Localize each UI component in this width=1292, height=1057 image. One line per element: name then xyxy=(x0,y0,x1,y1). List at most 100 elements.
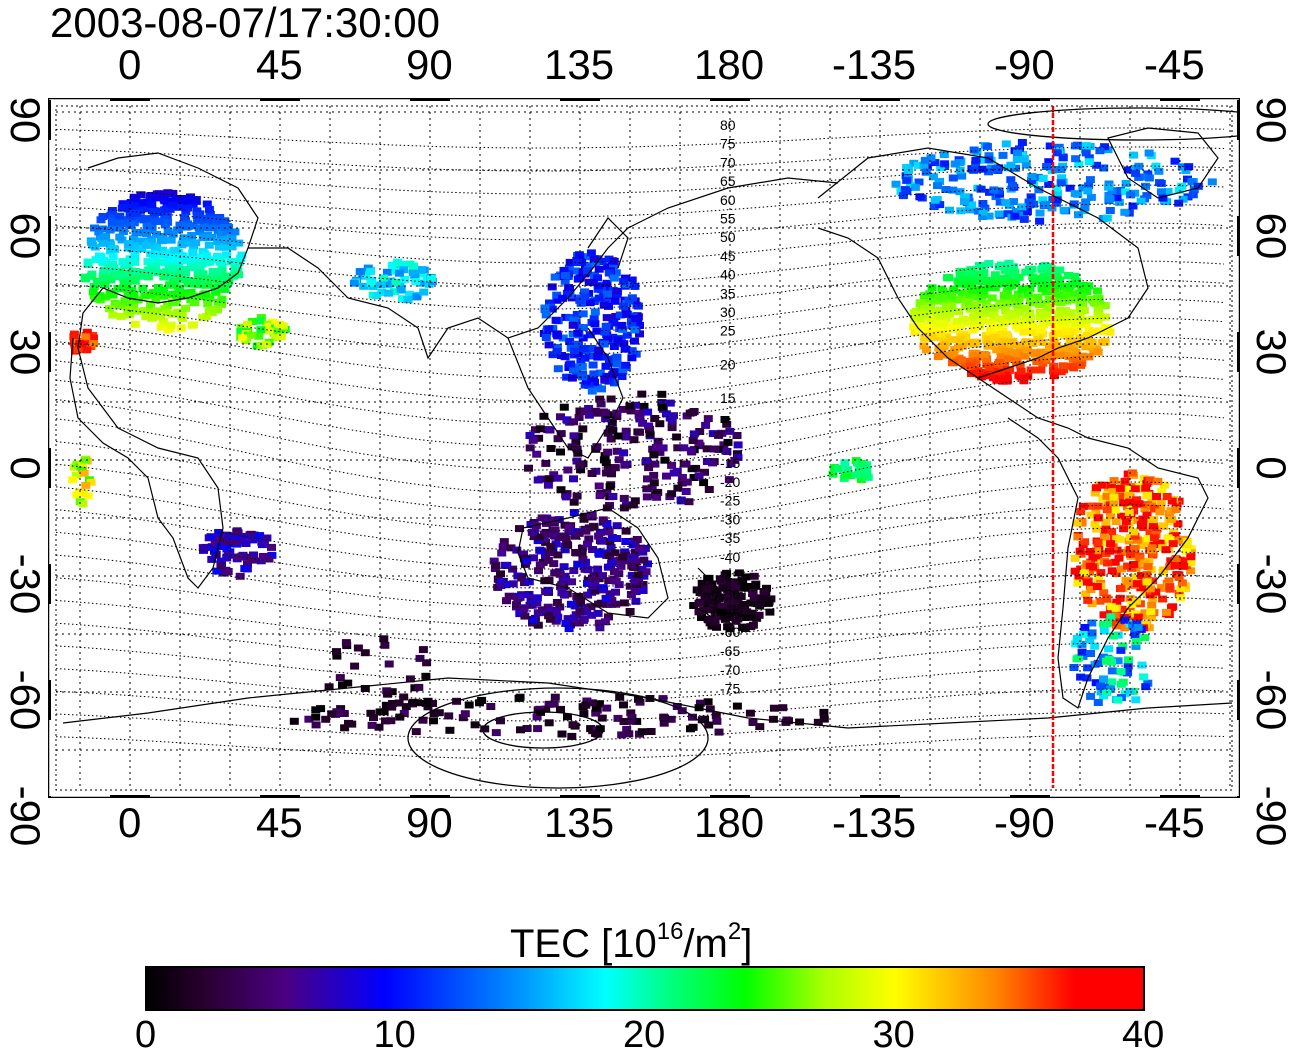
tec-pixel xyxy=(920,156,930,164)
tec-pixel xyxy=(1099,675,1108,683)
tec-pixel xyxy=(275,321,285,328)
tec-pixel xyxy=(201,281,211,289)
tec-pixel xyxy=(1129,151,1139,159)
tec-pixel xyxy=(569,567,579,575)
tec-pixel xyxy=(154,217,164,225)
tec-pixel xyxy=(585,331,595,339)
tec-pixel xyxy=(605,590,615,598)
tec-pixel xyxy=(1124,486,1134,493)
tec-pixel xyxy=(617,321,627,329)
tec-pixel xyxy=(1158,522,1168,530)
tec-pixel xyxy=(609,343,619,350)
tec-pixel xyxy=(577,544,587,552)
tec-pixel xyxy=(715,612,725,620)
tec-pixel xyxy=(556,413,565,421)
tec-pixel xyxy=(580,288,589,296)
tec-pixel xyxy=(702,445,712,453)
frame-tick xyxy=(48,680,51,720)
tec-pixel xyxy=(733,450,742,458)
tec-pixel xyxy=(551,615,561,623)
frame-tick xyxy=(860,98,900,101)
tec-pixel xyxy=(605,538,615,545)
tec-pixel xyxy=(379,274,388,282)
tec-pixel xyxy=(914,161,923,169)
tec-pixel xyxy=(1130,544,1140,552)
mag-contour xyxy=(55,527,1225,589)
mag-contour xyxy=(55,355,1225,425)
tec-pixel xyxy=(124,240,133,248)
tec-pixel xyxy=(1051,267,1061,275)
tec-pixel xyxy=(1142,578,1152,586)
tec-pixel xyxy=(1156,179,1166,187)
tec-pixel xyxy=(961,333,971,341)
tec-pixel xyxy=(589,523,599,531)
tec-pixel xyxy=(1166,515,1176,523)
tec-pixel xyxy=(1088,328,1097,336)
frame-tick xyxy=(48,564,51,604)
tec-pixel xyxy=(971,156,981,164)
tec-pixel xyxy=(464,701,474,709)
tec-pixel xyxy=(1045,351,1055,359)
tec-pixel xyxy=(1093,502,1103,510)
tec-pixel xyxy=(1121,518,1131,526)
tec-pixel xyxy=(934,178,944,185)
bottom-lon-label: 45 xyxy=(256,799,303,846)
tec-pixel xyxy=(970,311,980,319)
mag-contour xyxy=(55,619,1225,665)
tec-pixel xyxy=(602,314,612,322)
tec-pixel xyxy=(961,281,971,289)
tec-pixel xyxy=(1050,323,1060,331)
tec-pixel xyxy=(960,193,970,201)
tec-pixel xyxy=(1058,362,1068,370)
tec-pixel xyxy=(1106,603,1116,611)
tec-pixel xyxy=(276,333,286,341)
tec-pixel xyxy=(1144,149,1154,157)
tec-pixel xyxy=(214,281,224,288)
tec-pixel xyxy=(1051,290,1061,298)
right-lat-label: 60 xyxy=(1248,212,1292,260)
mag-lat-label: -20 xyxy=(720,474,740,490)
colorbar-tick: 0 xyxy=(135,1014,157,1056)
tec-pixel xyxy=(995,198,1005,206)
tec-pixel xyxy=(591,704,601,712)
top-lon-label: -45 xyxy=(1144,41,1205,88)
tec-pixel xyxy=(217,228,227,236)
tec-pixel xyxy=(366,279,376,287)
tec-pixel xyxy=(564,523,574,531)
tec-pixel xyxy=(81,333,91,341)
tec-pixel xyxy=(1140,559,1150,567)
tec-pixel xyxy=(601,362,611,370)
tec-pixel xyxy=(171,246,180,254)
tec-pixel xyxy=(541,705,551,713)
tec-pixel xyxy=(556,486,566,494)
tec-pixel xyxy=(607,534,617,541)
tec-pixel xyxy=(856,476,866,483)
tec-pixel xyxy=(366,709,376,717)
tec-pixel xyxy=(732,579,742,587)
tec-pixel xyxy=(769,704,779,712)
tec-pixel xyxy=(188,248,198,256)
tec-pixel xyxy=(335,674,345,682)
tec-pixel xyxy=(531,522,541,530)
tec-pixel xyxy=(1084,182,1094,190)
frame-tick xyxy=(560,98,600,101)
tec-pixel xyxy=(409,262,418,270)
tec-pixel xyxy=(549,700,559,708)
tec-pixel xyxy=(933,353,943,361)
tec-pixel xyxy=(1155,508,1165,516)
tec-pixel xyxy=(978,369,988,376)
tec-pixel xyxy=(587,470,597,477)
tec-pixel xyxy=(422,659,432,667)
tec-pixel xyxy=(932,314,942,322)
tec-pixel xyxy=(626,717,636,725)
tec-pixel xyxy=(988,323,998,331)
left-lat-label: -90 xyxy=(2,785,49,847)
tec-pixel xyxy=(1078,502,1088,510)
tec-pixel xyxy=(559,563,569,571)
tec-pixel xyxy=(497,549,507,557)
mag-contour xyxy=(55,336,1225,402)
tec-pixel xyxy=(88,288,98,296)
tec-pixel xyxy=(1173,520,1183,528)
tec-pixel xyxy=(1008,269,1018,277)
tec-pixel xyxy=(1019,155,1029,163)
